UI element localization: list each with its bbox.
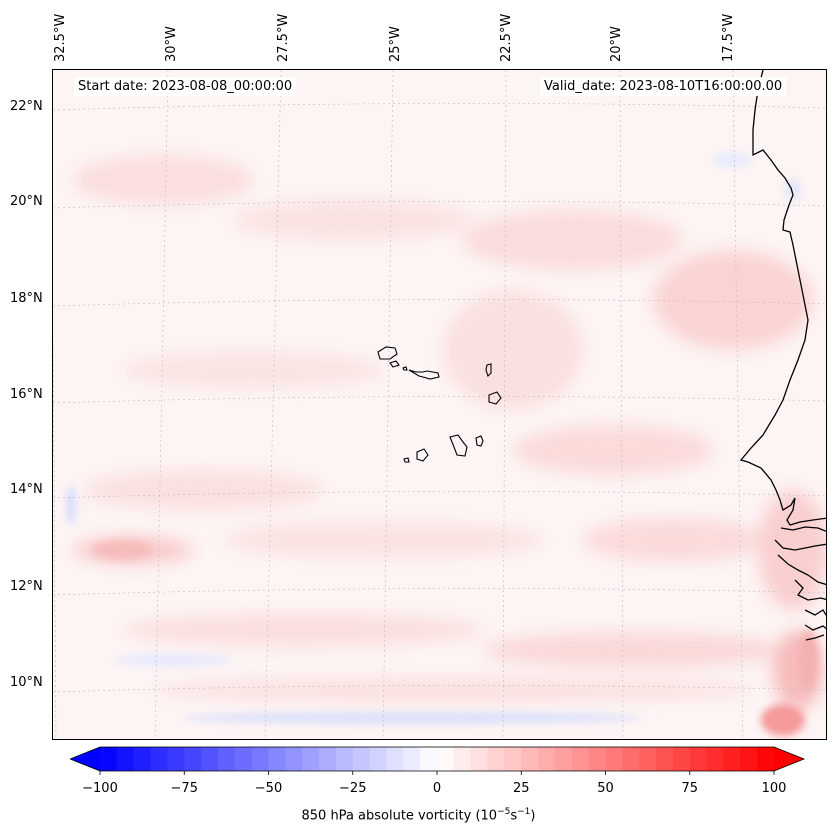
lon-label: 17.5°W <box>721 13 736 62</box>
island-sao-vicente <box>389 360 400 368</box>
colorbar-extend-high <box>774 747 804 771</box>
colorbar-tick-label: −75 <box>170 781 198 796</box>
colorbar-band <box>672 747 691 771</box>
colorbar-band <box>335 747 354 771</box>
colorbar-band <box>487 747 505 771</box>
lat-label: 18°N <box>10 291 43 306</box>
vorticity-map[interactable] <box>53 70 827 740</box>
colorbar-band <box>740 747 758 771</box>
colorbar-band <box>706 747 724 771</box>
colorbar-band <box>184 747 202 771</box>
colorbar-band <box>723 747 741 771</box>
map-panel[interactable] <box>52 69 827 740</box>
colorbar-band <box>234 747 253 771</box>
colorbar-tick-label: 75 <box>681 781 699 796</box>
lat-label: 22°N <box>10 99 43 114</box>
lat-label: 12°N <box>10 579 43 594</box>
colorbar-band <box>268 747 286 771</box>
colorbar-band <box>386 747 404 771</box>
lon-label: 32.5°W <box>53 13 68 62</box>
island-boa-vista <box>488 391 502 405</box>
colorbar-band <box>588 747 606 771</box>
colorbar-tick-label: 50 <box>597 781 614 796</box>
negative-vorticity-shading <box>66 152 801 724</box>
colorbar-tick-label: −100 <box>82 781 118 796</box>
colorbar-band <box>757 747 775 771</box>
colorbar-bands <box>70 746 806 772</box>
lat-label: 10°N <box>10 675 43 690</box>
colorbar-band <box>352 747 371 771</box>
lat-label: 14°N <box>10 482 43 497</box>
colorbar-tick-label: −25 <box>339 781 367 796</box>
colorbar-label: 850 hPa absolute vorticity (10−5s−1) <box>301 807 536 824</box>
lon-label: 25°W <box>388 26 403 62</box>
colorbar-tick-label: −50 <box>254 781 283 796</box>
west-africa-coastline <box>739 70 826 641</box>
colorbar <box>70 746 806 775</box>
island-sal <box>485 363 492 378</box>
island-maio <box>475 435 484 447</box>
colorbar-band <box>453 747 472 771</box>
colorbar-band <box>133 747 152 771</box>
colorbar-band <box>369 747 387 771</box>
colorbar-tick-label: 25 <box>512 781 530 796</box>
island-santiago <box>449 434 468 457</box>
valid-date-label: Valid_date: 2023-08-10T16:00:00.00 <box>540 77 787 96</box>
lat-label: 16°N <box>10 387 43 402</box>
colorbar-tick-label: 0 <box>432 781 442 796</box>
colorbar-band <box>437 747 455 771</box>
colorbar-band <box>420 747 438 771</box>
colorbar-band <box>639 747 657 771</box>
colorbar-extend-low <box>70 747 100 771</box>
colorbar-band <box>554 747 573 771</box>
island-sao-nicolau <box>408 369 440 380</box>
island-santo-antao <box>377 346 398 360</box>
colorbar-band <box>504 747 522 771</box>
colorbar-band <box>285 747 303 771</box>
lat-label: 20°N <box>10 194 43 209</box>
lon-label: 30°W <box>164 26 179 62</box>
colorbar-band <box>571 747 590 771</box>
colorbar-band <box>470 747 489 771</box>
island-brava <box>403 457 410 463</box>
colorbar-band <box>403 747 421 771</box>
island-fogo <box>416 448 429 462</box>
graticule <box>53 70 826 739</box>
colorbar-band <box>167 747 185 771</box>
lon-label: 22.5°W <box>499 13 514 62</box>
colorbar-band <box>100 747 118 771</box>
colorbar-band <box>217 747 236 771</box>
colorbar-tick-label: 100 <box>761 781 787 796</box>
lon-label: 20°W <box>609 26 624 62</box>
colorbar-band <box>656 747 674 771</box>
colorbar-band <box>538 747 556 771</box>
colorbar-band <box>251 747 269 771</box>
colorbar-band <box>622 747 640 771</box>
colorbar-ticks <box>99 771 775 775</box>
colorbar-band <box>319 747 337 771</box>
colorbar-band <box>302 747 320 771</box>
strong-vorticity-shading <box>93 540 818 736</box>
colorbar-band <box>689 747 708 771</box>
lon-label: 27.5°W <box>276 13 291 62</box>
colorbar-band <box>521 747 539 771</box>
island-santa-luzia <box>402 366 408 371</box>
colorbar-band <box>116 747 135 771</box>
colorbar-band <box>150 747 168 771</box>
colorbar-band <box>605 747 623 771</box>
start-date-label: Start date: 2023-08-08_00:00:00 <box>74 77 297 96</box>
cape-verde-islands <box>377 346 502 463</box>
colorbar-band <box>201 747 219 771</box>
